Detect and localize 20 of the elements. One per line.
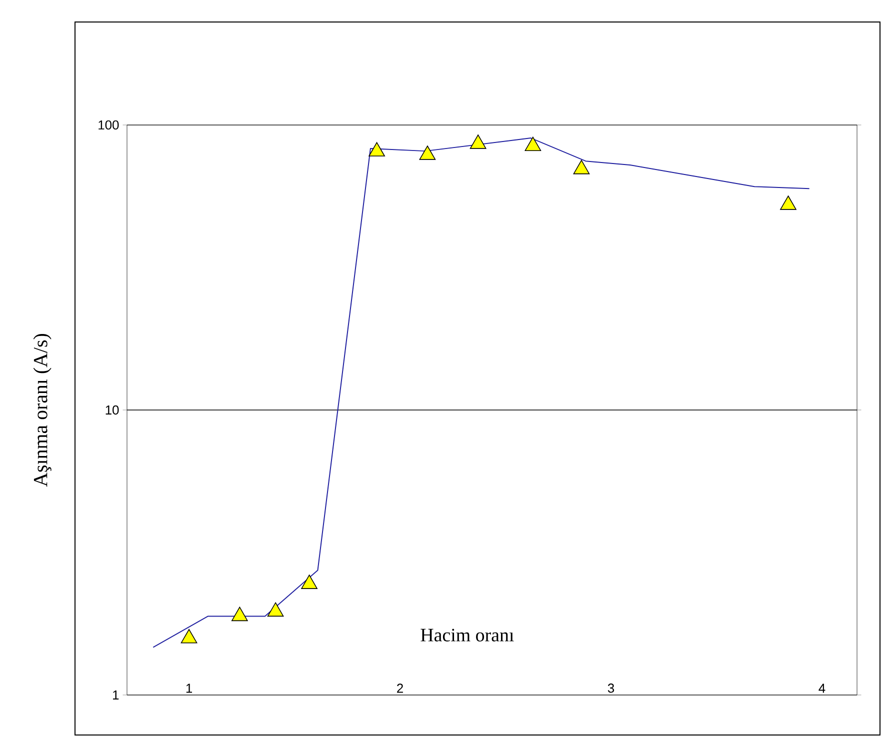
point [301,574,318,589]
x-tick-label: 3 [608,684,614,693]
point [180,629,198,644]
point [470,134,486,149]
x-axis-title: Hacim oranı [420,628,514,642]
point [368,142,385,156]
y-tick-label: 10 [106,405,119,415]
point [780,196,796,210]
line-series [152,138,810,648]
x-tick-label: 2 [397,684,403,693]
point [573,160,590,174]
y-tick-label: 1 [113,690,119,700]
point [267,602,284,617]
y-axis-title: Aşınma oranı (A/s) [33,334,52,487]
point [419,146,436,160]
x-tick-label: 4 [818,684,826,693]
point [232,606,248,622]
x-tick-label: 1 [186,684,192,693]
y-tick-label: 100 [98,120,119,130]
point [524,136,542,152]
